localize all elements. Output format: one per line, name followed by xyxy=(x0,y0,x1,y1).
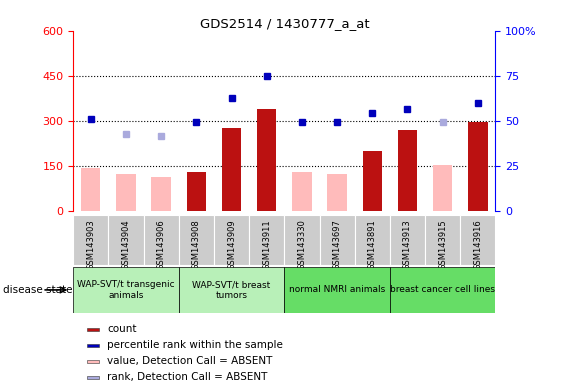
Bar xyxy=(87,376,99,379)
Bar xyxy=(363,151,382,211)
Text: GSM143916: GSM143916 xyxy=(473,219,482,270)
Bar xyxy=(398,130,417,211)
Bar xyxy=(433,165,452,211)
Bar xyxy=(425,215,461,265)
Bar xyxy=(390,267,495,313)
Text: WAP-SVT/t breast
tumors: WAP-SVT/t breast tumors xyxy=(193,280,271,300)
Bar xyxy=(73,267,179,313)
Text: GSM143891: GSM143891 xyxy=(368,219,377,270)
Text: GSM143911: GSM143911 xyxy=(262,219,271,270)
Text: GSM143915: GSM143915 xyxy=(438,219,447,270)
Text: value, Detection Call = ABSENT: value, Detection Call = ABSENT xyxy=(107,356,272,366)
Bar xyxy=(468,122,488,211)
Bar xyxy=(81,167,100,211)
Bar xyxy=(87,360,99,363)
Bar xyxy=(222,129,241,211)
Text: rank, Detection Call = ABSENT: rank, Detection Call = ABSENT xyxy=(107,372,267,382)
Bar xyxy=(151,177,171,211)
Text: GSM143903: GSM143903 xyxy=(86,219,95,270)
Text: GSM143906: GSM143906 xyxy=(157,219,166,270)
Text: GSM143908: GSM143908 xyxy=(192,219,201,270)
Text: WAP-SVT/t transgenic
animals: WAP-SVT/t transgenic animals xyxy=(77,280,175,300)
Text: breast cancer cell lines: breast cancer cell lines xyxy=(390,285,495,295)
Bar xyxy=(87,328,99,331)
Bar xyxy=(320,215,355,265)
Bar xyxy=(292,172,311,211)
Bar xyxy=(117,174,136,211)
Bar xyxy=(179,267,284,313)
Bar xyxy=(214,215,249,265)
Text: count: count xyxy=(107,324,137,334)
Text: GSM143913: GSM143913 xyxy=(403,219,412,270)
Bar xyxy=(179,215,214,265)
Bar xyxy=(249,215,284,265)
Text: GSM143697: GSM143697 xyxy=(333,219,342,270)
Bar xyxy=(328,174,347,211)
Text: disease state: disease state xyxy=(3,285,72,295)
Bar xyxy=(284,267,390,313)
Title: GDS2514 / 1430777_a_at: GDS2514 / 1430777_a_at xyxy=(199,17,369,30)
Text: normal NMRI animals: normal NMRI animals xyxy=(289,285,385,295)
Bar xyxy=(390,215,425,265)
Bar xyxy=(187,172,206,211)
Bar xyxy=(257,109,276,211)
Text: GSM143330: GSM143330 xyxy=(297,219,306,270)
Text: GSM143909: GSM143909 xyxy=(227,219,236,270)
Bar xyxy=(461,215,495,265)
Bar xyxy=(87,344,99,347)
Text: percentile rank within the sample: percentile rank within the sample xyxy=(107,341,283,351)
Bar xyxy=(284,215,320,265)
Bar xyxy=(108,215,144,265)
Bar xyxy=(355,215,390,265)
Bar xyxy=(144,215,179,265)
Text: GSM143904: GSM143904 xyxy=(122,219,131,270)
Bar xyxy=(73,215,108,265)
